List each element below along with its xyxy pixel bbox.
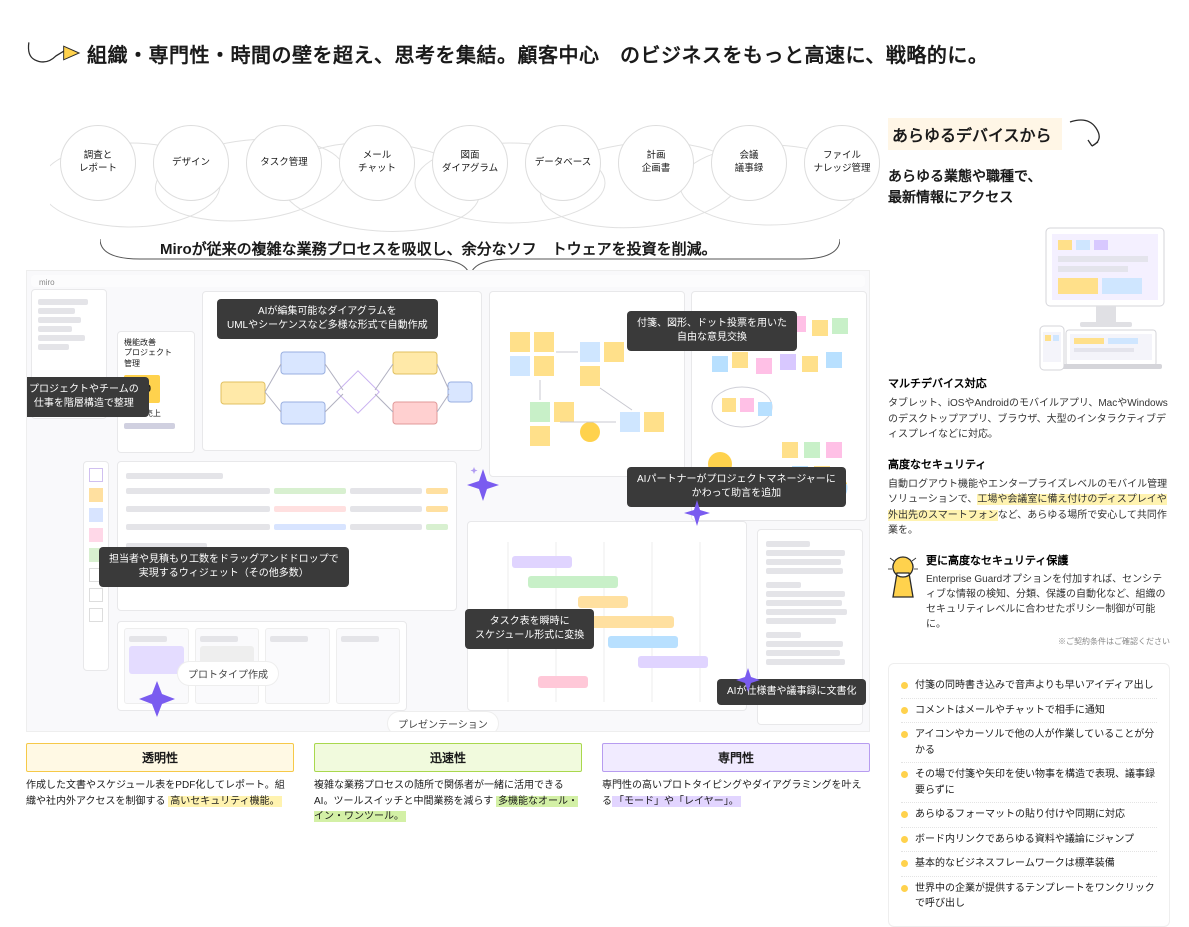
bubble-section: 調査と レポートデザインタスク管理メール チャット図面 ダイアグラムデータベース… — [60, 105, 880, 221]
pillar-body: 作成した文書やスケジュール表をPDF化してレポート。組織や社内外アクセスを制御す… — [26, 778, 294, 809]
app-mock: miro 機能改善 プロジェクト 管理 400 KPI：売上 — [26, 270, 870, 732]
right-column: あらゆるデバイスから あらゆる業態や職種で、 最新情報にアクセス マルチ — [888, 118, 1170, 927]
right-enterprise: 更に高度なセキュリティ保護 Enterprise Guardオプションを付加すれ… — [888, 553, 1170, 633]
label-proto: プロトタイプ作成 — [177, 661, 279, 686]
feature-item-7: 世界中の企業が提供するテンプレートをワンクリックで呼び出し — [901, 876, 1157, 916]
feature-box: 付箋の同時書き込みで音声よりも早いアイディア出しコメントはメールやチャットで相手… — [888, 663, 1170, 927]
feature-item-4: あらゆるフォーマットの貼り付けや同期に対応 — [901, 802, 1157, 827]
bubble-0: 調査と レポート — [60, 125, 136, 201]
hero-title: 組織・専門性・時間の壁を超え、思考を集結。顧客中心 のビジネスをもっと高速に、戦… — [87, 39, 988, 68]
bubble-4: 図面 ダイアグラム — [432, 125, 508, 201]
callout-gantt: タスク表を瞬時に スケジュール形式に変換 — [465, 609, 594, 649]
right-head: あらゆるデバイスから — [888, 118, 1062, 150]
callout-free: 付箋、図形、ドット投票を用いた 自由な意見交換 — [627, 311, 797, 351]
right-multi: マルチデバイス対応 タブレット、iOSやAndroidのモバイルアプリ、Macや… — [888, 376, 1170, 443]
pillar-title: 透明性 — [26, 743, 294, 772]
feature-item-5: ボード内リンクであらゆる資料や議論にジャンプ — [901, 827, 1157, 852]
feature-item-6: 基本的なビジネスフレームワークは標準装備 — [901, 851, 1157, 876]
pillar-title: 迅速性 — [314, 743, 582, 772]
callout-sidebar: プロジェクトやチームの 仕事を階層構造で整理 — [26, 377, 149, 417]
callout-diagram: AIが編集可能なダイアグラムを UMLやシーケンスなど多様な形式で自動作成 — [217, 299, 438, 339]
sparkle-icon — [465, 467, 501, 503]
pillars: 透明性作成した文書やスケジュール表をPDF化してレポート。組織や社内外アクセスを… — [26, 743, 870, 825]
bubble-3: メール チャット — [339, 125, 415, 201]
right-security: 高度なセキュリティ 自動ログアウト機能やエンタープライズレベルのモバイル管理ソリ… — [888, 457, 1170, 539]
bubble-7: 会議 議事録 — [711, 125, 787, 201]
right-enterprise-note: ※ご契約条件はご確認ください — [888, 636, 1170, 647]
sparkle-icon — [735, 667, 761, 693]
curly-arrow-icon — [1064, 118, 1110, 152]
pillar-1: 迅速性複雑な業務プロセスの随所で関係者が一緒に活用できるAI。ツールスイッチと中… — [314, 743, 582, 825]
feature-item-3: その場で付箋や矢印を使い物事を構造で表現、議事録要らずに — [901, 762, 1157, 802]
bubble-6: 計画 企画書 — [618, 125, 694, 201]
sparkle-icon — [683, 499, 711, 527]
bubble-5: データベース — [525, 125, 601, 201]
pillar-0: 透明性作成した文書やスケジュール表をPDF化してレポート。組織や社内外アクセスを… — [26, 743, 294, 825]
sparkle-icon — [137, 679, 177, 719]
sub-title: Miroが従来の複雑な業務プロセスを吸収し、余分なソフ トウェアを投資を削減。 — [160, 238, 717, 259]
bubble-8: ファイル ナレッジ管理 — [804, 125, 880, 201]
pillar-title: 専門性 — [602, 743, 870, 772]
label-present: プレゼンテーション — [387, 711, 499, 732]
keyhole-icon — [888, 555, 918, 599]
feature-item-1: コメントはメールやチャットで相手に通知 — [901, 698, 1157, 723]
hero-arrow-icon — [25, 38, 83, 68]
bubble-1: デザイン — [153, 125, 229, 201]
pillar-body: 専門性の高いプロトタイピングやダイアグラミングを叶える「モード」や「レイヤー」。 — [602, 778, 870, 809]
feature-item-0: 付箋の同時書き込みで音声よりも早いアイディア出し — [901, 674, 1157, 698]
callout-widget: 担当者や見積もり工数をドラッグアンドドロップで 実現するウィジェット（その他多数… — [99, 547, 349, 587]
kpi-title: 機能改善 プロジェクト 管理 — [124, 338, 188, 369]
callout-ai-pm: AIパートナーがプロジェクトマネージャーに かわって助言を追加 — [627, 467, 846, 507]
devices-illustration — [1000, 222, 1170, 372]
pillar-2: 専門性専門性の高いプロトタイピングやダイアグラミングを叶える「モード」や「レイヤ… — [602, 743, 870, 825]
feature-item-2: アイコンやカーソルで他の人が作業していることが分かる — [901, 722, 1157, 762]
pillar-body: 複雑な業務プロセスの随所で関係者が一緒に活用できるAI。ツールスイッチと中間業務… — [314, 778, 582, 825]
right-sub: あらゆる業態や職種で、 最新情報にアクセス — [888, 166, 1170, 208]
bubble-2: タスク管理 — [246, 125, 322, 201]
